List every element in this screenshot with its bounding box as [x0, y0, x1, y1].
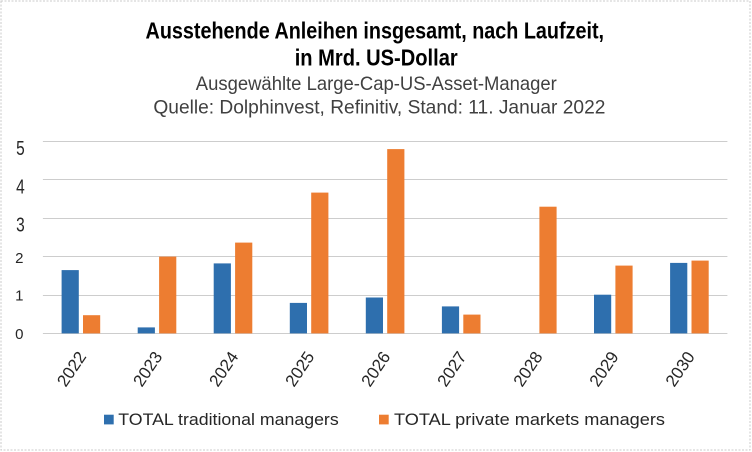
- svg-text:2: 2: [15, 250, 23, 267]
- svg-text:0: 0: [15, 326, 23, 343]
- svg-text:3: 3: [16, 215, 25, 237]
- svg-text:4: 4: [16, 176, 25, 198]
- svg-text:in Mrd. US-Dollar: in Mrd. US-Dollar: [295, 45, 458, 71]
- svg-text:1: 1: [15, 287, 23, 304]
- svg-text:Quelle: Dolphinvest, Refinitiv: Quelle: Dolphinvest, Refinitiv, Stand: 1…: [153, 97, 605, 119]
- svg-text:TOTAL traditional managers: TOTAL traditional managers: [118, 411, 338, 429]
- svg-text:Ausstehende Anleihen insgesamt: Ausstehende Anleihen insgesamt, nach Lau…: [146, 18, 605, 44]
- svg-text:TOTAL private markets managers: TOTAL private markets managers: [394, 411, 665, 429]
- svg-text:Ausgewählte Large-Cap-US-Asset: Ausgewählte Large-Cap-US-Asset-Manager: [196, 73, 557, 95]
- svg-text:5: 5: [16, 138, 25, 160]
